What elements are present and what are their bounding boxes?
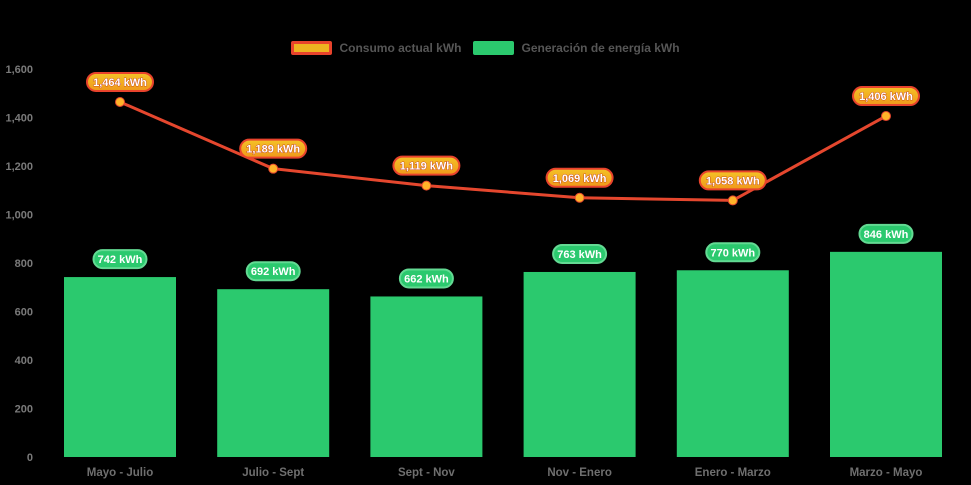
line-value-label-text: 1,058 kWh	[706, 175, 760, 187]
x-category-label: Enero - Marzo	[695, 467, 771, 479]
bar-value-label-bg	[92, 249, 148, 270]
line-value-label-bg	[852, 86, 920, 107]
bar-value-label-bg	[705, 242, 761, 263]
legend-item-consumo-actual[interactable]: Consumo actual kWh	[291, 41, 461, 55]
bar-value-label-text: 662 kWh	[404, 273, 449, 285]
y-tick-label: 400	[15, 355, 33, 367]
y-tick-label: 800	[15, 258, 33, 270]
line-value-label-bg	[239, 138, 308, 159]
x-category-label: Julio - Sept	[242, 467, 304, 479]
bar-value-label-bg	[858, 223, 914, 244]
legend-label-consumo: Consumo actual kWh	[339, 41, 462, 55]
line-point-marker[interactable]	[115, 96, 125, 107]
x-category-label: Marzo - Mayo	[850, 467, 923, 479]
line-value-label-text: 1,189 kWh	[246, 144, 300, 156]
generacion-series-swatch-icon	[473, 41, 515, 55]
bar-value-label-text: 742 kWh	[98, 254, 143, 266]
bar-value-label-text: 770 kWh	[710, 247, 755, 259]
generation-bar[interactable]	[523, 271, 636, 457]
bar-value-label-bg	[245, 261, 301, 282]
y-tick-label: 1,400	[5, 113, 33, 125]
generation-bar[interactable]	[64, 277, 176, 457]
generation-bar[interactable]	[370, 296, 483, 457]
generation-bar[interactable]	[830, 251, 942, 457]
generation-bar[interactable]	[217, 289, 330, 457]
line-value-label-bg	[86, 71, 154, 92]
legend-label-generacion: Generación de energía kWh	[521, 41, 680, 55]
line-value-label-text: 1,464 kWh	[93, 77, 147, 89]
legend-item-generacion[interactable]: Generación de energía kWh	[473, 41, 680, 55]
consumption-line	[118, 100, 888, 202]
bar-value-label-bg	[552, 243, 608, 264]
line-point-marker[interactable]	[727, 195, 738, 206]
line-point-marker[interactable]	[881, 111, 891, 122]
line-point-marker[interactable]	[574, 192, 585, 203]
line-value-label-bg	[545, 167, 614, 188]
y-tick-label: 1,000	[5, 210, 33, 222]
x-category-label: Sept - Nov	[398, 467, 455, 479]
bar-value-label-text: 846 kWh	[864, 229, 909, 241]
line-point-marker[interactable]	[268, 163, 279, 174]
x-category-label: Nov - Enero	[547, 467, 612, 479]
line-value-label-bg	[698, 170, 767, 191]
line-point-marker[interactable]	[421, 180, 432, 191]
line-value-label-text: 1,069 kWh	[553, 173, 607, 185]
y-tick-label: 200	[15, 404, 33, 416]
bar-value-label-text: 763 kWh	[557, 249, 602, 261]
y-tick-label: 600	[15, 307, 33, 319]
y-tick-label: 1,200	[5, 161, 33, 173]
chart-legend: Consumo actual kWh Generación de energía…	[0, 41, 971, 55]
generation-bar[interactable]	[676, 270, 789, 457]
line-value-label-text: 1,119 kWh	[400, 161, 453, 173]
y-tick-label: 1,600	[5, 64, 33, 76]
bar-value-label-bg	[398, 268, 454, 289]
consumo-series-swatch-icon	[291, 41, 333, 55]
bar-value-label-text: 692 kWh	[251, 266, 296, 278]
line-value-label-bg	[392, 155, 461, 176]
line-value-label-text: 1,406 kWh	[859, 91, 913, 103]
y-tick-label: 0	[27, 452, 33, 464]
x-category-label: Mayo - Julio	[87, 467, 153, 479]
